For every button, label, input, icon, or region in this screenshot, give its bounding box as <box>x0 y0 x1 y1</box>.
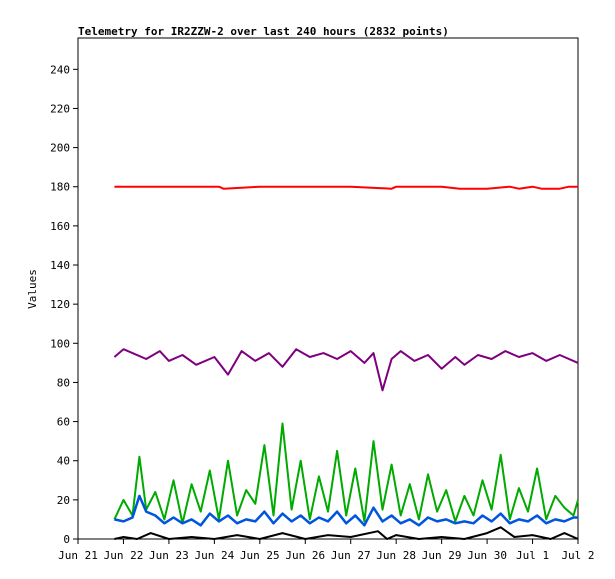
y-tick-label: 240 <box>50 63 70 76</box>
y-tick-label: 120 <box>50 298 70 311</box>
y-tick-label: 100 <box>50 337 70 350</box>
y-tick-label: 60 <box>57 416 70 429</box>
x-tick-label: Jun 21 <box>58 549 98 562</box>
x-tick-label: Jul 2 <box>561 549 594 562</box>
x-tick-label: Jun 23 <box>149 549 189 562</box>
x-tick-label: Jun 22 <box>104 549 144 562</box>
plot-frame <box>77 37 579 540</box>
y-tick-label: 0 <box>63 533 70 546</box>
x-tick-label: Jun 26 <box>285 549 325 562</box>
series-red-line <box>114 185 578 190</box>
x-tick-label: Jun 30 <box>467 549 507 562</box>
x-tick-label: Jul 1 <box>516 549 549 562</box>
x-tick-label: Jun 28 <box>376 549 416 562</box>
y-tick-label: 80 <box>57 376 70 389</box>
x-tick-label: Jun 25 <box>240 549 280 562</box>
series-black-line <box>114 526 579 540</box>
y-tick-label: 40 <box>57 455 70 468</box>
chart-title: Telemetry for IR2ZZW-2 over last 240 hou… <box>78 25 449 38</box>
x-axis: Jun 21 Jun 22 Jun 23 Jun 24 Jun 25 Jun 26 Jun … <box>58 539 595 562</box>
y-tick-label: 220 <box>50 102 70 115</box>
y-axis: 0 20 40 60 80 100 120 140 160 180 200 220 240 <box>50 63 78 546</box>
y-tick-label: 140 <box>50 259 70 272</box>
series-blue-line <box>114 494 578 527</box>
y-tick-label: 180 <box>50 181 70 194</box>
y-tick-label: 200 <box>50 142 70 155</box>
y-axis-title: Values <box>26 269 39 309</box>
series-green-line <box>113 422 579 525</box>
x-tick-label: Jun 24 <box>194 549 234 562</box>
y-tick-label: 160 <box>50 220 70 233</box>
series-purple-line <box>113 348 579 392</box>
x-tick-label: Jun 27 <box>331 549 371 562</box>
series-layer <box>113 185 579 540</box>
x-tick-label: Jun 29 <box>422 549 462 562</box>
y-tick-label: 20 <box>57 494 70 507</box>
